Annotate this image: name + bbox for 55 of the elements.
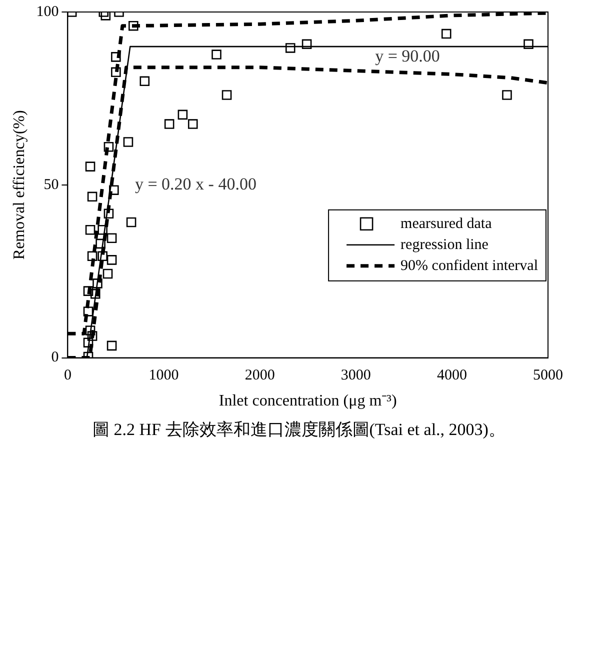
point xyxy=(212,50,222,60)
y-tick-label: 50 xyxy=(44,176,59,193)
legend-label: 90% confident interval xyxy=(400,258,538,274)
point xyxy=(126,217,136,228)
point xyxy=(96,238,106,249)
point xyxy=(87,251,98,262)
point xyxy=(441,28,452,39)
point xyxy=(502,90,512,100)
x-tick-label: 1000 xyxy=(148,368,179,384)
point xyxy=(98,224,108,235)
point xyxy=(128,20,138,31)
y-axis-title: Removal efficiency(%) xyxy=(10,110,28,260)
point xyxy=(100,12,111,20)
point xyxy=(106,340,117,351)
x-tick-label: 0 xyxy=(64,368,72,384)
point xyxy=(87,331,98,341)
point xyxy=(111,67,121,78)
point xyxy=(106,255,117,265)
point xyxy=(98,251,108,262)
x-tick-label: 4000 xyxy=(436,368,467,384)
y-tick-label: 100 xyxy=(36,4,59,20)
x-tick-label: 3000 xyxy=(340,368,371,384)
x-tick-label: 5000 xyxy=(533,368,563,384)
point xyxy=(222,90,232,100)
point xyxy=(87,192,98,202)
point xyxy=(85,224,96,235)
point xyxy=(524,39,534,50)
point xyxy=(164,119,174,129)
point xyxy=(83,338,94,348)
point xyxy=(92,278,102,288)
x-tick-label: 2000 xyxy=(244,368,275,384)
caption: 圖 2.2 HF 去除效率和進口濃度關係圖(Tsai et al., 2003)。 xyxy=(92,419,506,441)
legend-label: regression line xyxy=(400,236,489,253)
point xyxy=(102,268,113,279)
point xyxy=(285,43,296,53)
y-tick-label: 0 xyxy=(51,350,59,366)
legend-label: mearsured data xyxy=(400,216,492,232)
annotation: y = 0.20 x - 40.00 xyxy=(134,174,256,194)
point xyxy=(83,286,94,296)
point xyxy=(106,233,117,244)
point xyxy=(111,52,121,62)
point xyxy=(104,208,114,218)
annotation: y = 90.00 xyxy=(375,46,440,66)
x-axis-title: Inlet concentration (μg m⁻³) xyxy=(218,392,397,410)
point xyxy=(109,185,119,195)
point xyxy=(104,142,114,152)
point xyxy=(178,110,188,120)
point xyxy=(302,39,312,50)
point xyxy=(140,76,150,86)
point xyxy=(188,119,198,129)
point xyxy=(85,326,96,336)
point xyxy=(123,137,134,147)
point xyxy=(85,162,96,172)
point xyxy=(90,288,100,299)
point xyxy=(83,306,94,316)
